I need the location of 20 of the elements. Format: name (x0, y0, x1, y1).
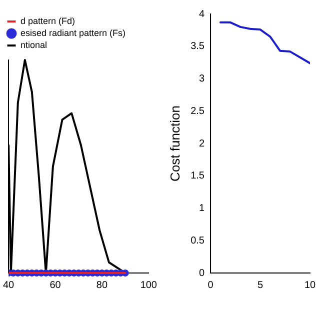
y-tick-label: 2.5 (190, 106, 205, 117)
x-tick-label: 60 (50, 280, 62, 291)
x-tick-label: 40 (3, 280, 15, 291)
y-tick-label: 2 (198, 138, 205, 150)
x-tick-label: 5 (257, 280, 264, 291)
x-tick-label: 100 (140, 280, 158, 291)
y-tick-label: 1.5 (190, 170, 205, 182)
legend-label: esised radiant pattern (Fs) (20, 28, 126, 38)
y-tick-label: 0.5 (190, 235, 205, 246)
y-tick-label: 1 (198, 203, 205, 214)
y-tick-label: 3.5 (190, 41, 205, 52)
y-tick-label: 4 (198, 8, 205, 20)
legend-label: ntional (20, 40, 48, 50)
x-tick-label: 10 (304, 280, 316, 291)
x-tick-label: 80 (96, 280, 108, 291)
y-tick-label: 3 (198, 74, 205, 84)
y-tick-label: 0 (198, 268, 205, 279)
x-tick-label: 0 (208, 280, 214, 291)
y-axis-title: Cost function (167, 106, 182, 182)
legend-label: d pattern (Fd) (20, 16, 76, 26)
